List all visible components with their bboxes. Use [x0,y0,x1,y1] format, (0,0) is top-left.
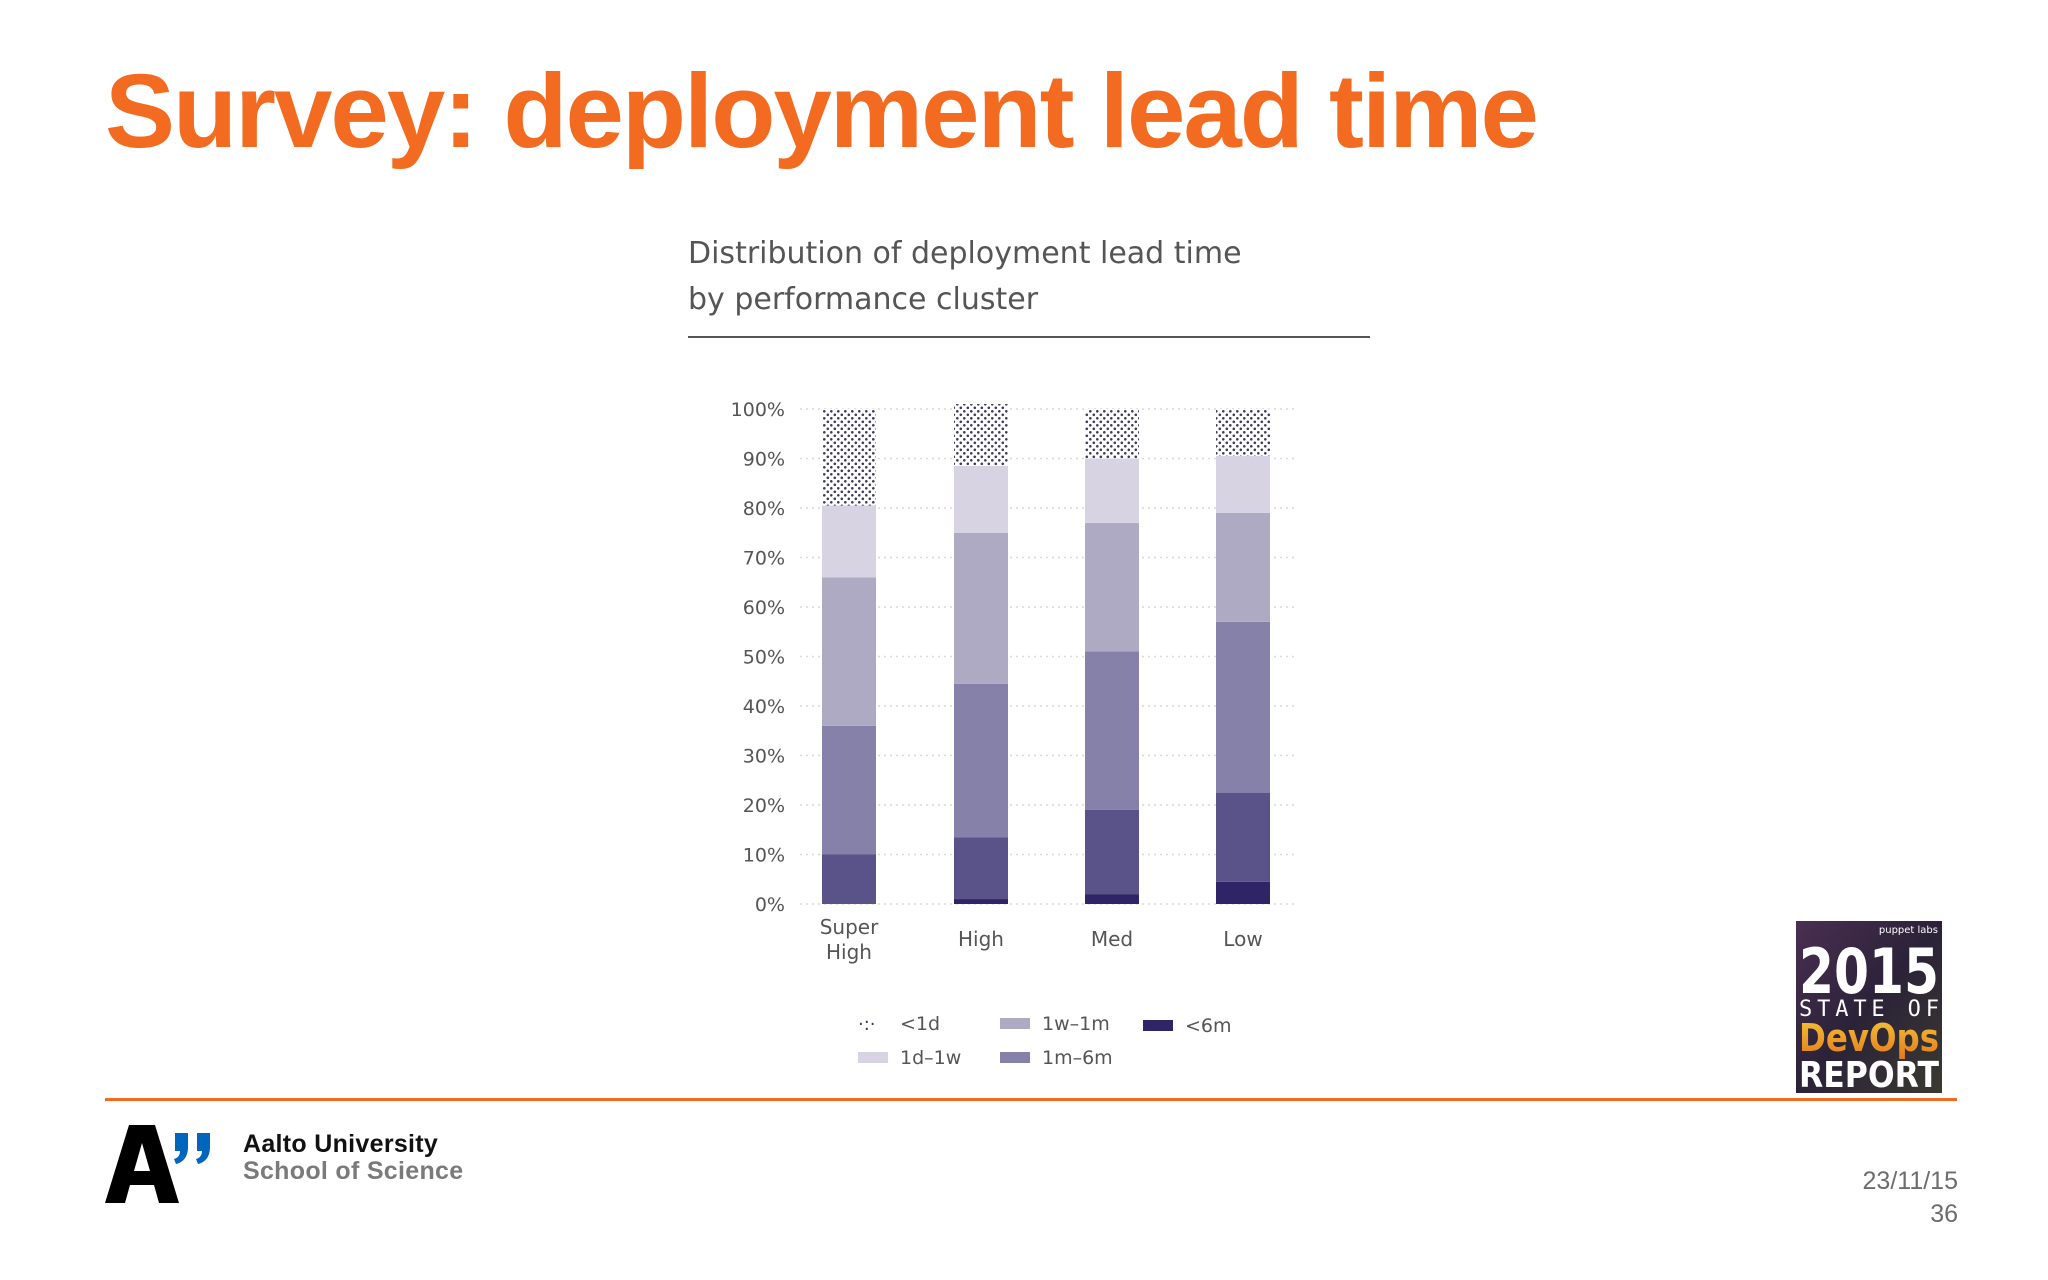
legend-label: 1d–1w [900,1047,961,1069]
bar-segment [1085,651,1139,810]
chart-title: Distribution of deployment lead time [688,236,1242,271]
bar-segment [1216,512,1270,622]
bar-segment [1085,458,1139,523]
y-tick-label: 20% [743,795,785,817]
legend-swatch: ·:· [858,1014,876,1035]
y-tick-label: 0% [755,894,785,916]
badge-brand: puppet labs [1879,925,1938,936]
bar-segment [954,899,1008,904]
bar-segment [1216,792,1270,882]
y-tick-label: 50% [743,647,785,669]
x-tick-label: Super High [820,915,879,964]
bar-segment [954,683,1008,838]
legend: ·:· <1d 1d–1w 1w–1m 1m–6m <6m [858,1013,1232,1069]
bar-segment [822,854,876,904]
y-tick-label: 40% [743,696,785,718]
bar-segment [1216,456,1270,513]
y-tick-label: 80% [743,498,785,520]
bars [822,404,1270,904]
bar-segment [822,505,876,578]
devops-report-badge: puppet labs 2015 STATE OF DevOps REPORT [1796,921,1942,1098]
x-tick-label: Low [1223,927,1262,951]
slide-date: 23/11/15 [1862,1167,1958,1195]
slide-title: Survey: deployment lead time [105,53,1539,170]
org-school: School of Science [243,1157,464,1185]
legend-swatch [1143,1020,1173,1031]
bar-segment [1085,522,1139,652]
legend-swatch [1000,1018,1030,1029]
bar-segment [822,725,876,855]
bar-segment [1216,621,1270,793]
slide-number: 36 [1930,1200,1958,1228]
chart-subtitle: by performance cluster [688,282,1039,317]
y-tick-label: 30% [743,746,785,768]
bar-segment [954,465,1008,533]
y-tick-label: 100% [731,399,785,421]
y-axis-ticks: 0% 10% 20% 30% 40% 50% 60% 70% 80% 90% 100% [731,399,785,916]
org-name: Aalto University [243,1130,439,1158]
badge-line2: DevOps [1799,1016,1939,1060]
x-tick-label: High [958,927,1004,951]
x-axis-labels: Super High High Med Low [820,915,1263,964]
x-tick-label: Med [1091,927,1133,951]
y-tick-label: 10% [743,845,785,867]
bar-segment [822,577,876,726]
stacked-bar-chart: 0% 10% 20% 30% 40% 50% 60% 70% 80% 90% 100% Super H… [731,399,1295,1069]
legend-label: <6m [1185,1015,1232,1037]
bar-segment [822,409,876,506]
y-tick-label: 60% [743,597,785,619]
legend-swatch [1000,1052,1030,1063]
bar-segment [1085,894,1139,904]
legend-label: 1m–6m [1042,1047,1113,1069]
badge-year: 2015 [1799,935,1939,1008]
bar-segment [1085,409,1139,459]
aalto-logo [105,1125,225,1210]
gridlines [800,408,1295,905]
bar-segment [1216,881,1270,904]
badge-line3: REPORT [1799,1055,1939,1093]
chart-heading-divider [688,336,1370,338]
footer-divider [105,1098,1957,1101]
legend-label: 1w–1m [1042,1013,1110,1035]
y-tick-label: 90% [743,449,785,471]
bar-segment [1216,409,1270,457]
bar-segment [1085,809,1139,895]
bar-segment [954,532,1008,684]
logo-quote-icon [174,1133,188,1164]
bar-segment [954,837,1008,900]
legend-swatch [858,1052,888,1063]
bar-segment [954,404,1008,466]
chart-heading: Distribution of deployment lead time by … [688,231,1242,323]
legend-label: <1d [900,1013,940,1035]
y-tick-label: 70% [743,548,785,570]
